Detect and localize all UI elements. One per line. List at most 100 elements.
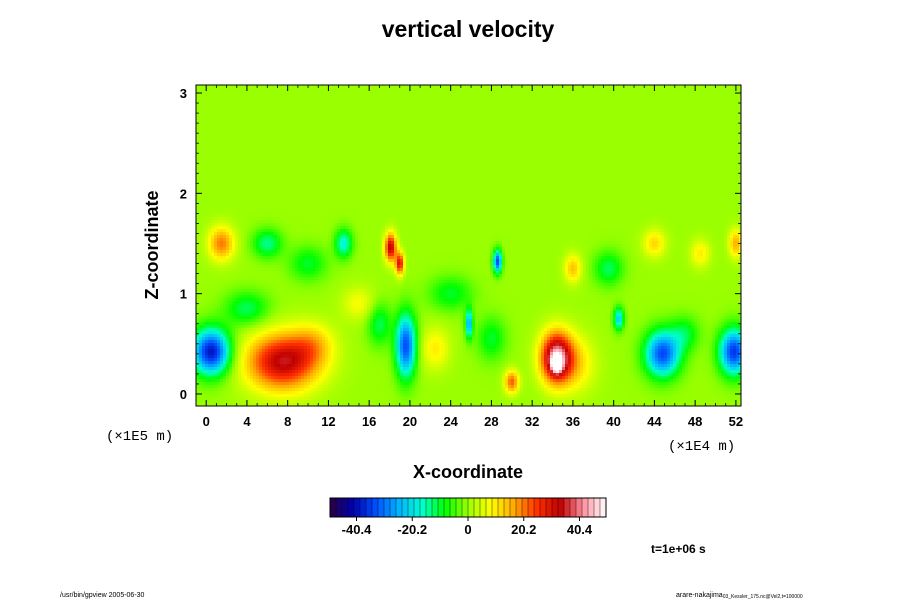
heat-cell <box>544 97 548 101</box>
heat-cell <box>622 130 626 134</box>
heat-cell <box>373 97 377 101</box>
heat-cell <box>262 88 266 92</box>
heat-cell <box>463 148 467 152</box>
heat-cell <box>319 127 323 131</box>
heat-cell <box>727 142 731 146</box>
heat-cell <box>682 115 686 119</box>
heat-cell <box>607 97 611 101</box>
heat-cell <box>670 85 674 89</box>
heat-cell <box>691 136 695 140</box>
heat-cell <box>397 88 401 92</box>
heat-cell <box>445 136 449 140</box>
heat-cell <box>736 100 740 104</box>
heat-cell <box>460 88 464 92</box>
heat-cell <box>577 136 581 140</box>
heat-cell <box>592 151 596 155</box>
heat-cell <box>709 157 713 161</box>
heat-cell <box>628 100 632 104</box>
heat-cell <box>301 88 305 92</box>
heat-cell <box>367 97 371 101</box>
heat-cell <box>406 88 410 92</box>
heat-cell <box>283 100 287 104</box>
heat-cell <box>385 112 389 116</box>
heat-cell <box>442 94 446 98</box>
heat-cell <box>688 157 692 161</box>
heat-cell <box>550 139 554 143</box>
heat-cell <box>514 94 518 98</box>
heat-cell <box>589 103 593 107</box>
heat-cell <box>283 145 287 149</box>
heat-cell <box>412 139 416 143</box>
heat-cell <box>439 160 443 164</box>
heat-cell <box>577 115 581 119</box>
heat-cell <box>223 160 227 164</box>
heat-cell <box>229 160 233 164</box>
heat-cell <box>220 142 224 146</box>
heat-cell <box>259 139 263 143</box>
heat-cell <box>481 91 485 95</box>
heat-cell <box>313 106 317 110</box>
heat-cell <box>583 139 587 143</box>
heat-cell <box>280 142 284 146</box>
heat-cell <box>622 88 626 92</box>
heat-cell <box>694 142 698 146</box>
heat-cell <box>694 124 698 128</box>
heat-cell <box>349 100 353 104</box>
heat-cell <box>667 85 671 89</box>
heat-cell <box>346 139 350 143</box>
heat-cell <box>538 145 542 149</box>
heat-cell <box>268 118 272 122</box>
heat-cell <box>409 163 413 167</box>
heat-cell <box>280 151 284 155</box>
heat-cell <box>298 160 302 164</box>
heat-cell <box>313 166 317 170</box>
heat-cell <box>241 151 245 155</box>
heat-cell <box>295 127 299 131</box>
heat-cell <box>613 106 617 110</box>
heat-cell <box>406 130 410 134</box>
heat-cell <box>301 115 305 119</box>
heat-cell <box>253 94 257 98</box>
heat-cell <box>532 127 536 131</box>
heat-cell <box>340 166 344 170</box>
heat-cell <box>238 115 242 119</box>
heat-cell <box>547 124 551 128</box>
heat-cell <box>718 91 722 95</box>
heat-cell <box>358 103 362 107</box>
heat-cell <box>628 103 632 107</box>
heat-cell <box>652 151 656 155</box>
heat-cell <box>649 145 653 149</box>
heat-cell <box>604 133 608 137</box>
heat-cell <box>412 112 416 116</box>
heat-cell <box>412 130 416 134</box>
heat-cell <box>298 163 302 167</box>
heat-cell <box>313 148 317 152</box>
heat-cell <box>682 88 686 92</box>
heat-cell <box>457 130 461 134</box>
heat-cell <box>535 142 539 146</box>
heat-cell <box>241 127 245 131</box>
heat-cell <box>514 151 518 155</box>
heat-cell <box>478 154 482 158</box>
heat-cell <box>424 142 428 146</box>
heat-cell <box>547 118 551 122</box>
heat-cell <box>445 121 449 125</box>
heat-cell <box>439 112 443 116</box>
heat-cell <box>601 130 605 134</box>
heat-cell <box>487 133 491 137</box>
heat-cell <box>316 97 320 101</box>
heat-cell <box>508 151 512 155</box>
heat-cell <box>703 139 707 143</box>
heat-cell <box>217 127 221 131</box>
heat-cell <box>238 85 242 89</box>
heat-cell <box>670 91 674 95</box>
heat-cell <box>637 157 641 161</box>
heat-cell <box>214 121 218 125</box>
heat-cell <box>601 139 605 143</box>
heat-cell <box>622 118 626 122</box>
heat-cell <box>595 151 599 155</box>
heat-cell <box>721 121 725 125</box>
heat-cell <box>433 85 437 89</box>
heat-cell <box>574 142 578 146</box>
heat-cell <box>571 100 575 104</box>
